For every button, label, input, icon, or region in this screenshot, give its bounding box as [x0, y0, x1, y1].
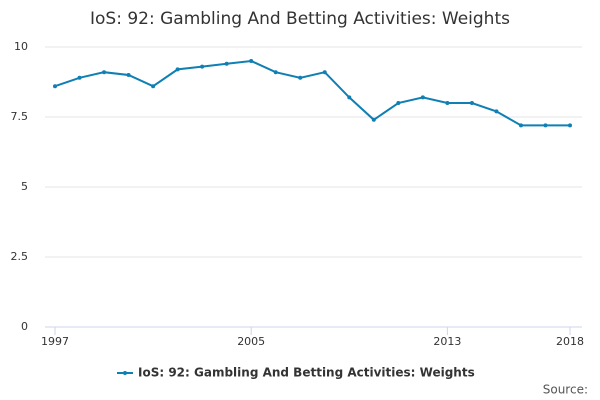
point	[53, 84, 57, 89]
y-tick-label: 0	[21, 320, 28, 333]
point	[322, 70, 327, 75]
point	[126, 73, 131, 77]
point	[371, 117, 376, 122]
source: Source:	[543, 383, 588, 397]
point	[347, 95, 352, 100]
chart-title: IoS: 92: Gambling And Betting Activities…	[90, 9, 510, 29]
point	[151, 84, 156, 89]
point	[420, 95, 425, 100]
point	[224, 61, 229, 66]
point	[77, 75, 82, 80]
y-tick-label: 2.5	[11, 250, 29, 263]
y-tick-label: 7.5	[11, 110, 29, 123]
point	[518, 123, 523, 128]
line	[54, 59, 570, 127]
legend-label: IoS: 92: Gambling And Betting Activities…	[138, 366, 475, 380]
y-tick-label: 5	[21, 180, 28, 193]
legend-swatch	[123, 371, 127, 375]
point	[249, 59, 254, 63]
y-tick-label: 10	[14, 40, 28, 53]
point	[102, 70, 107, 75]
point	[469, 101, 474, 105]
point	[445, 101, 450, 105]
point	[200, 64, 205, 69]
x-tick-label: 2013	[433, 335, 461, 348]
point	[494, 109, 499, 114]
point	[543, 123, 548, 128]
point	[298, 75, 303, 80]
point	[273, 70, 278, 75]
point	[396, 101, 401, 105]
point	[568, 123, 572, 128]
point	[175, 67, 180, 72]
x-tick-label: 2005	[237, 335, 265, 348]
x-tick-label: 2018	[556, 335, 584, 348]
x-tick-label: 1997	[41, 335, 69, 348]
